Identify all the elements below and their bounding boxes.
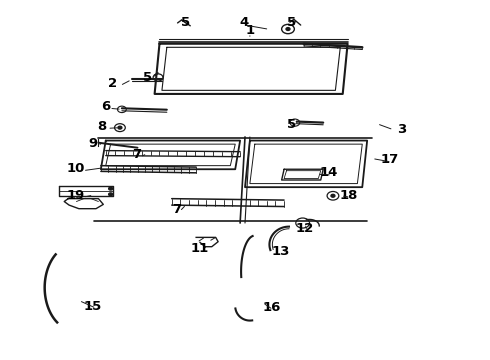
Text: 10: 10	[67, 162, 85, 175]
Text: 17: 17	[381, 153, 399, 166]
Text: 19: 19	[67, 189, 85, 202]
Text: 18: 18	[340, 189, 358, 202]
Circle shape	[109, 193, 113, 196]
Text: 8: 8	[98, 120, 107, 133]
Text: 7: 7	[172, 203, 181, 216]
Text: 7: 7	[132, 148, 141, 161]
Text: 11: 11	[191, 242, 209, 255]
Text: 14: 14	[320, 166, 338, 179]
Circle shape	[109, 187, 113, 190]
Text: 5: 5	[287, 118, 296, 131]
Text: 5: 5	[143, 71, 152, 84]
Text: 6: 6	[101, 100, 110, 113]
Text: 5: 5	[181, 16, 190, 29]
Text: 1: 1	[245, 24, 254, 37]
Circle shape	[331, 194, 335, 197]
Text: 3: 3	[397, 123, 406, 136]
Text: 16: 16	[262, 301, 281, 314]
Text: 12: 12	[295, 222, 314, 235]
Circle shape	[286, 28, 290, 31]
Text: 13: 13	[272, 245, 291, 258]
Text: 4: 4	[240, 16, 248, 29]
Text: 2: 2	[107, 77, 117, 90]
Text: 15: 15	[83, 300, 102, 313]
Text: 9: 9	[88, 137, 97, 150]
Circle shape	[118, 126, 122, 129]
Text: 5: 5	[287, 16, 296, 29]
